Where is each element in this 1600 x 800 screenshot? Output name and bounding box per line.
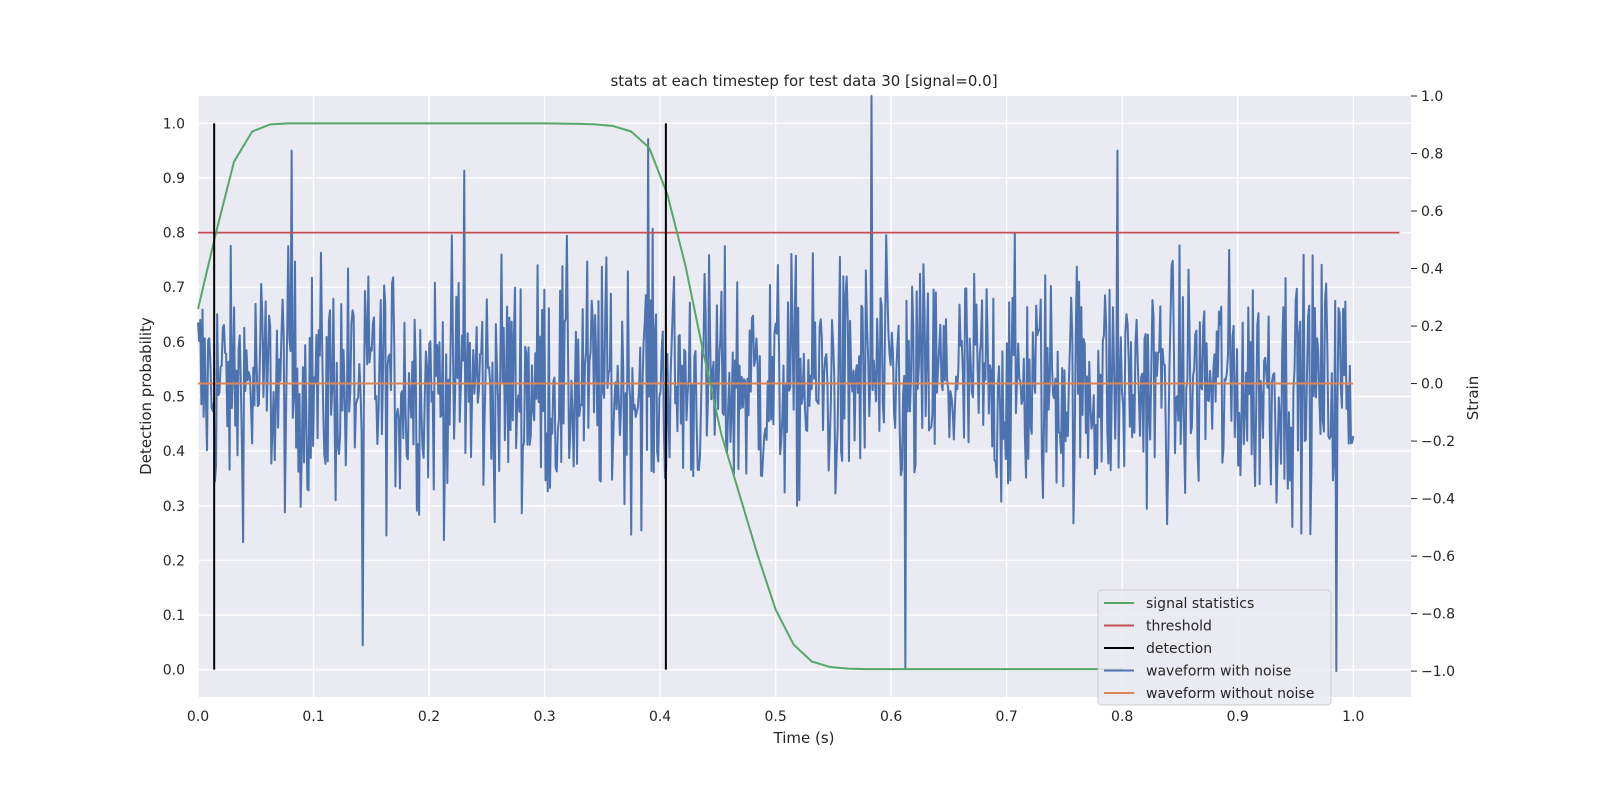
x-tick-label: 0.8 (1111, 709, 1133, 725)
series-waveform-with-noise (197, 95, 1355, 673)
y-tick-label: 0.1 (163, 608, 185, 624)
series-signal-statistics (197, 122, 1123, 671)
y-tick-label: 1.0 (163, 116, 185, 132)
y-right-tick-label: 0.0 (1421, 377, 1443, 393)
y-tick-label: 0.3 (163, 499, 185, 515)
x-tick-label: 0.7 (996, 709, 1018, 725)
y-tick-label: 0.7 (163, 280, 185, 296)
chart-title: stats at each timestep for test data 30 … (610, 72, 997, 90)
x-tick-label: 0.1 (302, 709, 324, 725)
x-tick-label: 0.5 (764, 709, 786, 725)
x-tick-label: 0.0 (187, 709, 209, 725)
y-right-tick-label: −0.8 (1421, 607, 1455, 623)
y-tick-label: 0.6 (163, 335, 185, 351)
y-tick-label: 0.5 (163, 390, 185, 406)
series-layer (197, 95, 1400, 673)
x-tick-label: 0.3 (533, 709, 555, 725)
legend: signal statistics threshold detection wavef… (1097, 589, 1332, 706)
x-tick-label: 1.0 (1342, 709, 1364, 725)
x-axis-label: Time (s) (773, 729, 835, 747)
y-axis-label: Detection probability (137, 317, 155, 475)
y-right-tick-label: 0.2 (1421, 319, 1443, 335)
legend-entry-label: waveform with noise (1146, 664, 1291, 680)
y-right-tick-label: −0.6 (1421, 549, 1455, 565)
y-tick-label: 0.9 (163, 171, 185, 187)
y-tick-label: 0.0 (163, 663, 185, 679)
y-axis-ticks-right: −1.0 −0.8 −0.6 −0.4 −0.2 0.0 0.2 0.4 0.6 0.8 1.0 (1411, 89, 1455, 680)
y-right-tick-label: 1.0 (1421, 89, 1443, 105)
y-right-tick-label: −0.4 (1421, 492, 1455, 508)
y-axis-ticks-left: 0.0 0.1 0.2 0.3 0.4 0.5 0.6 0.7 0.8 0.9 1.0 (163, 116, 185, 678)
x-tick-label: 0.4 (649, 709, 671, 725)
x-axis-ticks: 0.0 0.1 0.2 0.3 0.4 0.5 0.6 0.7 0.8 0.9 1.0 (187, 709, 1365, 725)
legend-entry-label: signal statistics (1146, 596, 1254, 612)
y-right-tick-label: 0.8 (1421, 147, 1443, 163)
y-right-tick-label: 0.4 (1421, 262, 1443, 278)
y-right-tick-label: −1.0 (1421, 664, 1455, 680)
x-tick-label: 0.6 (880, 709, 902, 725)
legend-box (1097, 589, 1332, 706)
y-tick-label: 0.4 (163, 444, 185, 460)
y-right-tick-label: 0.6 (1421, 204, 1443, 220)
x-tick-label: 0.9 (1227, 709, 1249, 725)
y-tick-label: 0.8 (163, 226, 185, 242)
x-tick-label: 0.2 (418, 709, 440, 725)
legend-entry-label: waveform without noise (1146, 686, 1314, 702)
legend-entry-label: detection (1146, 641, 1212, 657)
y-axis-label-right: Strain (1464, 376, 1482, 420)
y-tick-label: 0.2 (163, 553, 185, 569)
y-right-tick-label: −0.2 (1421, 434, 1455, 450)
legend-entry-label: threshold (1146, 619, 1212, 635)
